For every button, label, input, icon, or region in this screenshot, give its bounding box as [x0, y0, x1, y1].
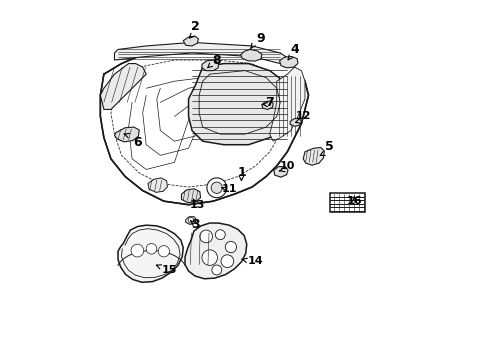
Text: 7: 7	[265, 96, 274, 109]
Polygon shape	[189, 64, 291, 145]
Circle shape	[146, 243, 157, 254]
Circle shape	[212, 265, 221, 275]
Polygon shape	[290, 118, 301, 126]
Polygon shape	[148, 178, 168, 192]
Polygon shape	[262, 101, 273, 109]
Text: 2: 2	[191, 20, 200, 33]
Polygon shape	[280, 57, 298, 68]
Polygon shape	[303, 148, 324, 165]
Circle shape	[200, 230, 213, 243]
Polygon shape	[202, 60, 219, 71]
Circle shape	[225, 242, 237, 253]
Text: 16: 16	[346, 196, 362, 206]
Polygon shape	[330, 193, 365, 212]
Polygon shape	[181, 189, 200, 203]
Text: 9: 9	[257, 32, 265, 45]
Circle shape	[158, 246, 170, 257]
Text: 15: 15	[162, 265, 177, 275]
Circle shape	[131, 244, 144, 257]
Text: 14: 14	[248, 256, 264, 266]
Polygon shape	[185, 223, 247, 279]
Text: 5: 5	[325, 140, 334, 153]
Polygon shape	[100, 64, 146, 109]
Polygon shape	[118, 225, 183, 282]
Polygon shape	[186, 217, 196, 224]
Text: 12: 12	[295, 112, 311, 121]
Circle shape	[207, 178, 227, 198]
Polygon shape	[115, 127, 139, 142]
Polygon shape	[115, 42, 291, 64]
Text: 6: 6	[133, 136, 142, 149]
Polygon shape	[183, 36, 198, 46]
Circle shape	[188, 217, 194, 223]
Text: 11: 11	[221, 184, 237, 194]
Circle shape	[202, 250, 218, 265]
Circle shape	[211, 182, 222, 193]
Circle shape	[221, 255, 234, 267]
Text: 1: 1	[237, 166, 246, 179]
Text: 13: 13	[190, 200, 205, 210]
Polygon shape	[241, 49, 262, 61]
Text: 4: 4	[290, 43, 299, 56]
Polygon shape	[270, 67, 305, 141]
Text: 8: 8	[213, 54, 221, 67]
Text: 3: 3	[191, 217, 200, 231]
Polygon shape	[100, 46, 309, 205]
Circle shape	[216, 230, 225, 240]
Text: 10: 10	[280, 161, 295, 171]
Polygon shape	[274, 167, 288, 177]
